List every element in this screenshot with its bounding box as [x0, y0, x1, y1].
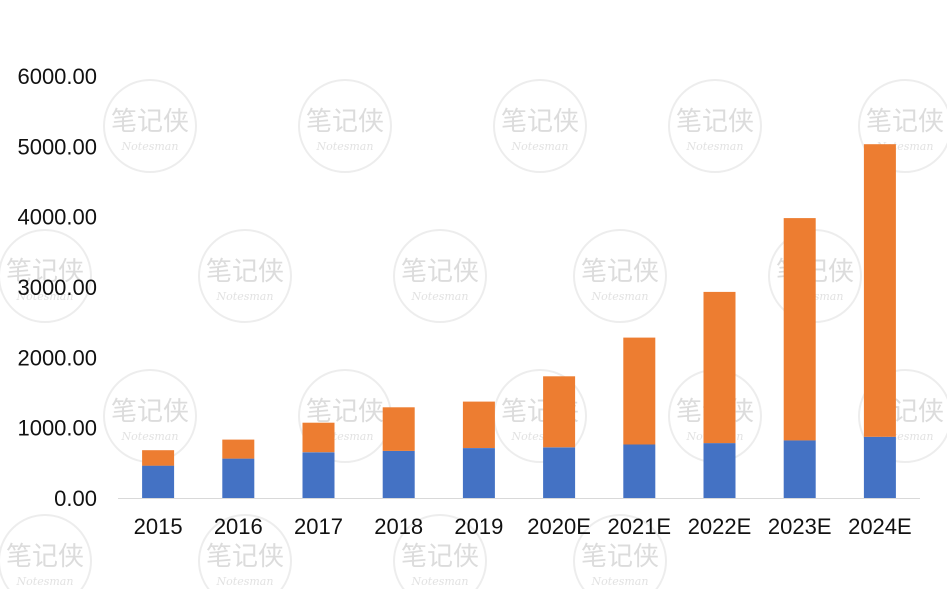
bar-2021E-segment-1 — [623, 444, 656, 498]
watermark-subtext: Notesman — [16, 575, 74, 588]
watermark: 笔记侠 Notesman — [668, 79, 762, 173]
bar-2023E-segment-1 — [783, 440, 816, 498]
watermark-layer: 笔记侠 Notesman 笔记侠 Notesman 笔记侠 Notesman 笔记侠 Note… — [0, 79, 947, 589]
bar-2015-segment-1 — [142, 465, 175, 498]
watermark: 笔记侠 Notesman — [573, 229, 667, 323]
watermark-text: 笔记侠 — [111, 397, 189, 427]
watermark-text: 笔记侠 — [401, 257, 479, 287]
watermark-text: 笔记侠 — [501, 107, 579, 137]
watermark-text: 笔记侠 — [306, 397, 384, 427]
watermark-subtext: Notesman — [216, 575, 274, 588]
bar-2016-segment-1 — [222, 458, 255, 498]
watermark-text: 笔记侠 — [6, 257, 84, 287]
bar-2024E-segment-2 — [863, 144, 896, 437]
y-tick-label: 5000.00 — [17, 134, 97, 159]
bar-2019-segment-1 — [462, 448, 495, 498]
x-tick-label: 2016 — [214, 514, 263, 539]
watermark-text: 笔记侠 — [581, 542, 659, 572]
watermark-subtext: Notesman — [316, 140, 374, 153]
watermark-text: 笔记侠 — [206, 542, 284, 572]
bar-2016-segment-2 — [222, 439, 255, 459]
watermark-text: 笔记侠 — [866, 107, 944, 137]
y-tick-label: 3000.00 — [17, 275, 97, 300]
watermark-text: 笔记侠 — [6, 542, 84, 572]
y-tick-label: 2000.00 — [17, 345, 97, 370]
watermark: 笔记侠 Notesman — [298, 79, 392, 173]
watermark-subtext: Notesman — [411, 575, 469, 588]
x-tick-label: 2019 — [454, 514, 503, 539]
watermark-subtext: Notesman — [411, 290, 469, 303]
watermark-subtext: Notesman — [16, 290, 74, 303]
bar-2019-segment-2 — [462, 401, 495, 448]
watermark-text: 笔记侠 — [206, 257, 284, 287]
bar-2017-segment-1 — [302, 452, 335, 498]
x-tick-label: 2015 — [134, 514, 183, 539]
y-axis-ticks: 0.00 1000.00 2000.00 3000.00 4000.00 5000.00 6… — [17, 64, 97, 511]
watermark: 笔记侠 Notesman — [0, 229, 92, 323]
x-tick-label: 2024E — [848, 514, 912, 539]
x-tick-label: 2023E — [768, 514, 832, 539]
bar-series-group — [142, 144, 896, 498]
y-tick-label: 1000.00 — [17, 416, 97, 441]
watermark-subtext: Notesman — [216, 290, 274, 303]
watermark: 笔记侠 Notesman — [198, 229, 292, 323]
watermark-text: 笔记侠 — [111, 107, 189, 137]
bar-2021E-segment-2 — [623, 337, 656, 445]
bar-2017-segment-2 — [302, 422, 335, 453]
bar-2018-segment-1 — [382, 450, 415, 498]
watermark-subtext: Notesman — [686, 140, 744, 153]
watermark: 笔记侠 Notesman — [393, 514, 487, 589]
bar-2023E-segment-2 — [783, 218, 816, 441]
y-tick-label: 4000.00 — [17, 205, 97, 230]
watermark-text: 笔记侠 — [306, 107, 384, 137]
watermark: 笔记侠 Notesman — [103, 369, 197, 463]
x-tick-label: 2021E — [607, 514, 671, 539]
watermark-subtext: Notesman — [511, 140, 569, 153]
watermark: 笔记侠 Notesman — [573, 514, 667, 589]
bar-2022E-segment-2 — [703, 291, 736, 444]
bar-2024E-segment-1 — [863, 436, 896, 498]
watermark-text: 笔记侠 — [401, 542, 479, 572]
x-tick-label: 2022E — [688, 514, 752, 539]
watermark: 笔记侠 Notesman — [0, 514, 92, 589]
watermark: 笔记侠 Notesman — [493, 79, 587, 173]
y-tick-label: 0.00 — [54, 486, 97, 511]
bar-2015-segment-2 — [142, 450, 175, 466]
watermark-subtext: Notesman — [121, 140, 179, 153]
watermark-text: 笔记侠 — [581, 257, 659, 287]
watermark: 笔记侠 Notesman — [103, 79, 197, 173]
x-tick-label: 2020E — [527, 514, 591, 539]
bar-2020E-segment-2 — [543, 376, 576, 448]
watermark: 笔记侠 Notesman — [198, 514, 292, 589]
x-tick-label: 2018 — [374, 514, 423, 539]
bar-2022E-segment-1 — [703, 443, 736, 498]
watermark-subtext: Notesman — [591, 290, 649, 303]
watermark: 笔记侠 Notesman — [393, 229, 487, 323]
x-tick-label: 2017 — [294, 514, 343, 539]
y-tick-label: 6000.00 — [17, 64, 97, 89]
x-axis-ticks: 2015 2016 2017 2018 2019 2020E 2021E 2022E 2023E… — [134, 514, 912, 539]
watermark-subtext: Notesman — [591, 575, 649, 588]
bar-2018-segment-2 — [382, 407, 415, 451]
watermark-subtext: Notesman — [121, 430, 179, 443]
watermark-text: 笔记侠 — [676, 107, 754, 137]
bar-2020E-segment-1 — [543, 447, 576, 498]
